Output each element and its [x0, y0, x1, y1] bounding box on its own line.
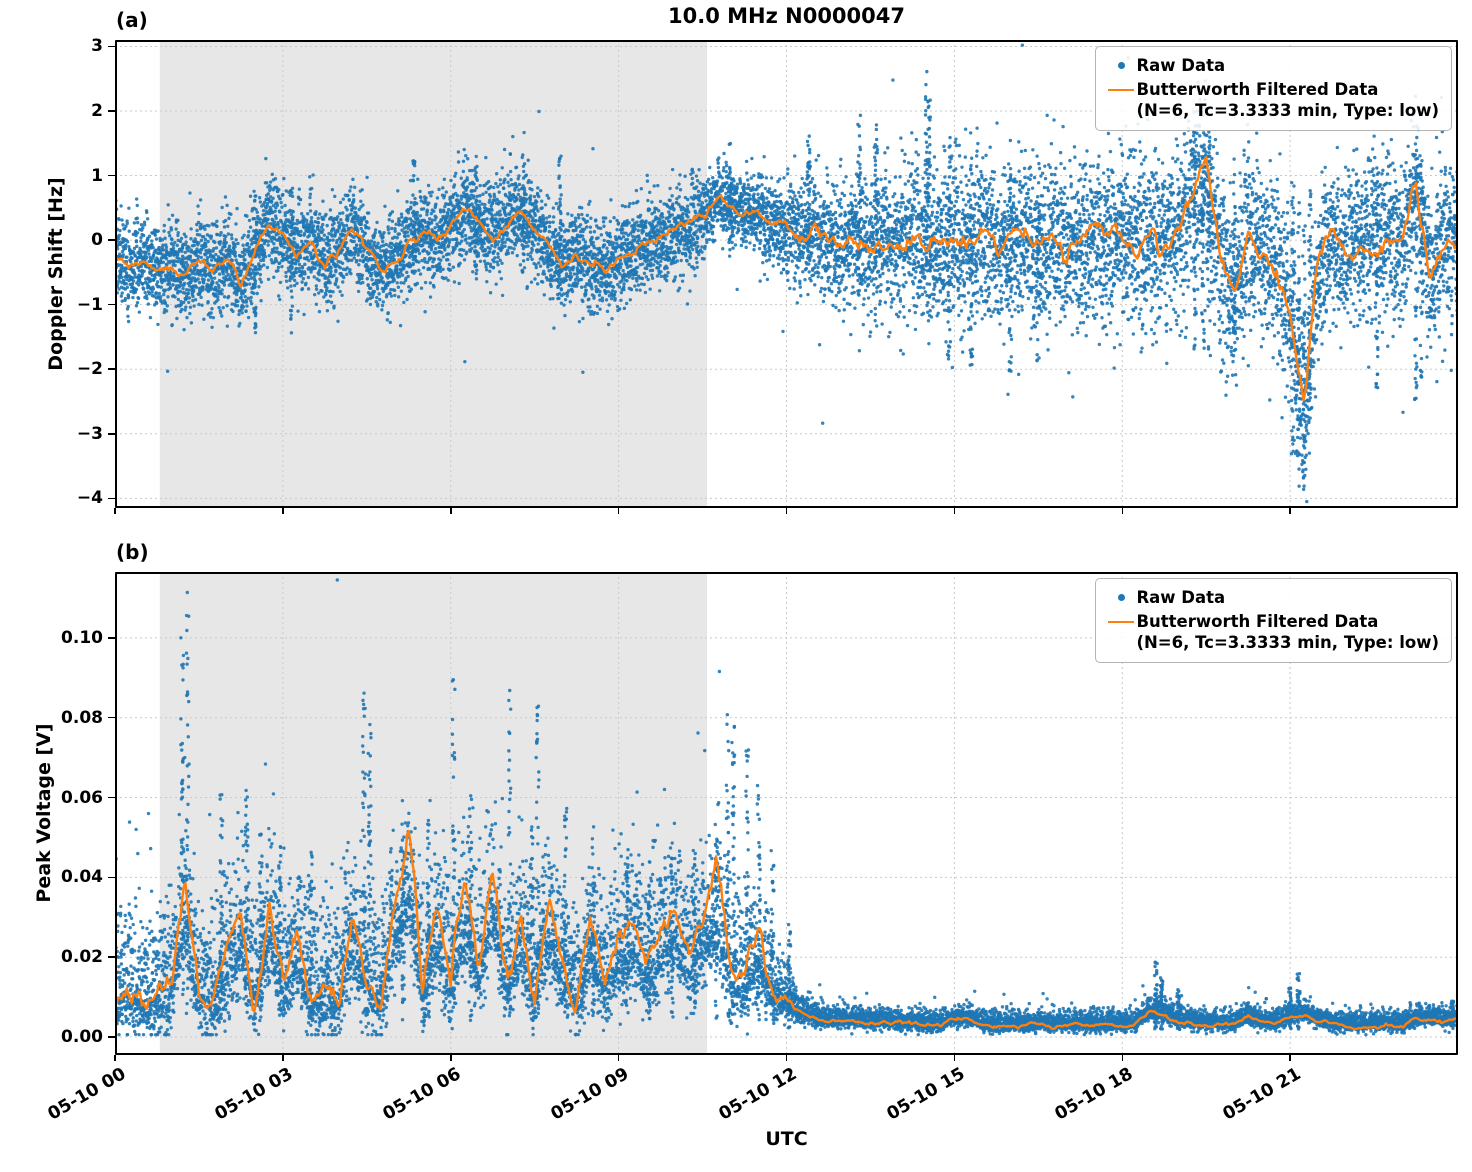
x-tick-mark — [114, 508, 116, 514]
y-tick-mark — [108, 637, 115, 639]
legend-raw-label: Raw Data — [1136, 588, 1226, 607]
y-tick-label: 0.04 — [61, 867, 103, 888]
y-tick-mark — [108, 239, 115, 241]
y-tick-label: −3 — [76, 423, 103, 444]
y-tick-label: 3 — [91, 36, 103, 57]
y-tick-label: 0.08 — [61, 707, 103, 728]
x-tick-mark — [114, 1055, 116, 1061]
y-tick-label: 0.00 — [61, 1027, 103, 1048]
x-tick-label-text: 05-10 06 — [379, 1064, 465, 1125]
x-tick-mark — [1289, 1055, 1291, 1061]
x-tick-mark — [282, 1055, 284, 1061]
x-tick-label-text: 05-10 15 — [883, 1064, 969, 1125]
y-tick-mark — [108, 876, 115, 879]
y-tick-mark — [108, 45, 115, 48]
y-tick-mark — [108, 497, 115, 500]
x-tick-mark — [953, 508, 956, 514]
y-tick-label: −4 — [76, 488, 103, 509]
x-tick-mark — [785, 1055, 788, 1061]
x-tick-mark — [1121, 1055, 1123, 1061]
legend-filtered-row: Butterworth Filtered Data (N=6, Tc=3.333… — [1106, 79, 1439, 121]
panel-a-label: (a) — [116, 8, 148, 32]
x-tick-mark — [785, 508, 788, 514]
panel-b-legend: Raw Data Butterworth Filtered Data (N=6,… — [1095, 578, 1452, 663]
x-tick-mark — [282, 508, 284, 514]
y-tick-label: 2 — [91, 101, 103, 121]
panel-a-y-axis-label: Doppler Shift [Hz] — [45, 177, 67, 371]
x-tick-label-text: 05-10 00 — [44, 1064, 129, 1125]
panel-b-label: (b) — [116, 540, 149, 564]
x-tick-label-text: 05-10 03 — [212, 1064, 297, 1125]
x-tick-mark — [617, 508, 620, 514]
y-tick-mark — [108, 110, 115, 112]
panel-a-legend: Raw Data Butterworth Filtered Data (N=6,… — [1095, 46, 1452, 131]
filtered-line-marker-icon — [1106, 79, 1136, 100]
y-tick-mark — [108, 368, 115, 370]
filtered-line-marker-icon — [1106, 611, 1136, 632]
x-tick-label-text: 05-10 21 — [1219, 1064, 1305, 1125]
x-tick-label-text: 05-10 18 — [1051, 1064, 1137, 1125]
x-tick-mark — [617, 1055, 620, 1061]
x-tick-mark — [450, 508, 452, 514]
y-tick-mark — [108, 956, 115, 958]
x-tick-mark — [953, 1055, 956, 1061]
y-tick-mark — [108, 716, 115, 719]
y-tick-label: −1 — [76, 294, 103, 315]
y-tick-label: 0.10 — [61, 627, 103, 648]
y-tick-label: 1 — [91, 165, 103, 186]
x-tick-label-text: 05-10 09 — [547, 1064, 633, 1125]
legend-filtered-label: Butterworth Filtered Data (N=6, Tc=3.333… — [1136, 612, 1439, 652]
y-tick-mark — [108, 174, 115, 177]
y-tick-label: −2 — [76, 359, 103, 380]
y-tick-mark — [108, 303, 115, 306]
raw-data-marker-icon — [1106, 55, 1136, 76]
chart-title: 10.0 MHz N0000047 — [668, 4, 905, 28]
legend-raw-label: Raw Data — [1136, 56, 1226, 75]
y-tick-mark — [108, 433, 115, 435]
y-tick-label: 0.02 — [61, 947, 103, 968]
y-tick-mark — [108, 1036, 115, 1038]
legend-raw-row: Raw Data — [1106, 55, 1439, 76]
x-axis-label: UTC — [765, 1128, 808, 1150]
legend-raw-row: Raw Data — [1106, 587, 1439, 608]
y-tick-label: 0.06 — [61, 787, 103, 808]
x-tick-mark — [450, 1055, 452, 1061]
x-tick-mark — [1289, 508, 1291, 514]
x-tick-label-text: 05-10 12 — [715, 1064, 801, 1125]
x-tick-mark — [1121, 508, 1123, 514]
y-tick-mark — [108, 796, 115, 799]
raw-data-marker-icon — [1106, 587, 1136, 608]
legend-filtered-row: Butterworth Filtered Data (N=6, Tc=3.333… — [1106, 611, 1439, 653]
legend-filtered-label: Butterworth Filtered Data (N=6, Tc=3.333… — [1136, 80, 1439, 120]
y-tick-label: 0 — [91, 230, 103, 251]
